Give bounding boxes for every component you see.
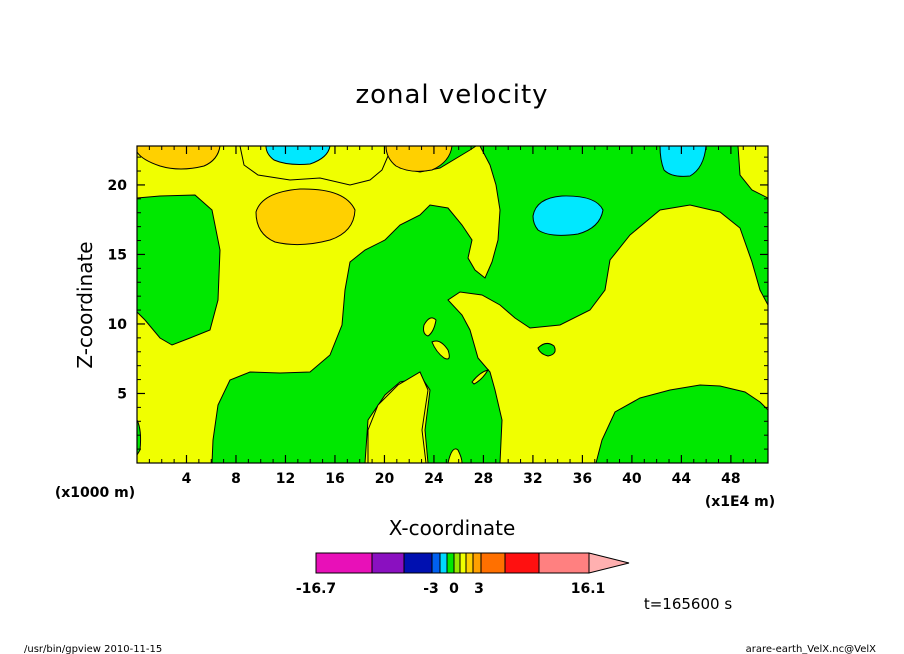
x-tick-label: 36 bbox=[573, 471, 592, 487]
x-tick-label: 8 bbox=[231, 471, 241, 487]
y-tick-label: 10 bbox=[108, 317, 128, 333]
colorbar-segment bbox=[371, 552, 405, 574]
footer-left: /usr/bin/gpview 2010-11-15 bbox=[24, 644, 162, 654]
x-scale-note: (x1E4 m) bbox=[705, 494, 775, 510]
x-tick-label: 16 bbox=[325, 471, 344, 487]
y-scale-note: (x1000 m) bbox=[55, 485, 135, 501]
colorbar-tick-label: 0 bbox=[449, 581, 459, 597]
plot-frame bbox=[136, 145, 769, 464]
colorbar-arrow bbox=[588, 552, 630, 574]
x-tick-label: 20 bbox=[375, 471, 395, 487]
contour-region-positive-mid bbox=[385, 145, 453, 172]
colorbar-segment bbox=[403, 552, 433, 574]
colorbar-segment bbox=[431, 552, 441, 574]
contour-region-positive-weak bbox=[431, 340, 450, 360]
y-axis-label: Z-coordinate bbox=[73, 241, 97, 368]
colorbar-segment bbox=[465, 552, 474, 574]
time-label: t=165600 s bbox=[644, 595, 732, 613]
x-tick-label: 28 bbox=[474, 471, 493, 487]
contour-region-positive-weak bbox=[471, 369, 490, 385]
y-axis: 5 10 15 20 bbox=[108, 156, 768, 450]
contour-region-positive-mid bbox=[136, 145, 221, 170]
colorbar-segment bbox=[439, 552, 448, 574]
plot-area bbox=[136, 145, 769, 464]
x-tick-label: 40 bbox=[622, 471, 642, 487]
chart-title: zonal velocity bbox=[355, 80, 548, 110]
contour-region-negative-weak bbox=[136, 194, 221, 346]
y-tick-label: 5 bbox=[117, 386, 127, 402]
contour-region-negative-weak bbox=[136, 419, 142, 457]
contour-region-positive-mid bbox=[255, 188, 356, 246]
x-axis: 4 8 12 16 20 24 28 32 36 40 44 48 bbox=[148, 146, 757, 487]
x-tick-label: 24 bbox=[424, 471, 444, 487]
colorbar-segment bbox=[480, 552, 506, 574]
colorbar-tick-label: -16.7 bbox=[296, 581, 336, 597]
x-tick-label: 12 bbox=[276, 471, 295, 487]
contour-region-positive-weak bbox=[423, 317, 437, 337]
colorbar-segment bbox=[538, 552, 590, 574]
x-tick-label: 32 bbox=[523, 471, 542, 487]
colorbar-segment bbox=[315, 552, 373, 574]
contour-region-negative-mid bbox=[659, 145, 707, 177]
x-tick-label: 4 bbox=[182, 471, 192, 487]
x-tick-label: 48 bbox=[721, 471, 740, 487]
contour-region-negative-weak bbox=[537, 342, 556, 357]
contour-region-negative-mid bbox=[265, 145, 331, 165]
colorbar-tick-label: 3 bbox=[474, 581, 484, 597]
colorbar-segment bbox=[459, 552, 467, 574]
colorbar-segment bbox=[446, 552, 455, 574]
y-tick-label: 20 bbox=[108, 178, 128, 194]
y-tick-label: 15 bbox=[108, 247, 127, 263]
x-axis-label: X-coordinate bbox=[389, 516, 516, 540]
x-tick-label: 44 bbox=[672, 471, 692, 487]
colorbar-segment bbox=[472, 552, 482, 574]
colorbar-segment bbox=[504, 552, 540, 574]
footer-right: arare-earth_VelX.nc@VelX bbox=[746, 644, 877, 654]
colorbar-tick-label: 16.1 bbox=[571, 581, 606, 597]
contour-region-positive-weak bbox=[367, 371, 429, 464]
colorbar: -16.7 -3 0 3 16.1 bbox=[296, 552, 630, 597]
colorbar-tick-label: -3 bbox=[423, 581, 439, 597]
colorbar-segment bbox=[453, 552, 461, 574]
contour-region-negative-mid bbox=[532, 195, 604, 236]
